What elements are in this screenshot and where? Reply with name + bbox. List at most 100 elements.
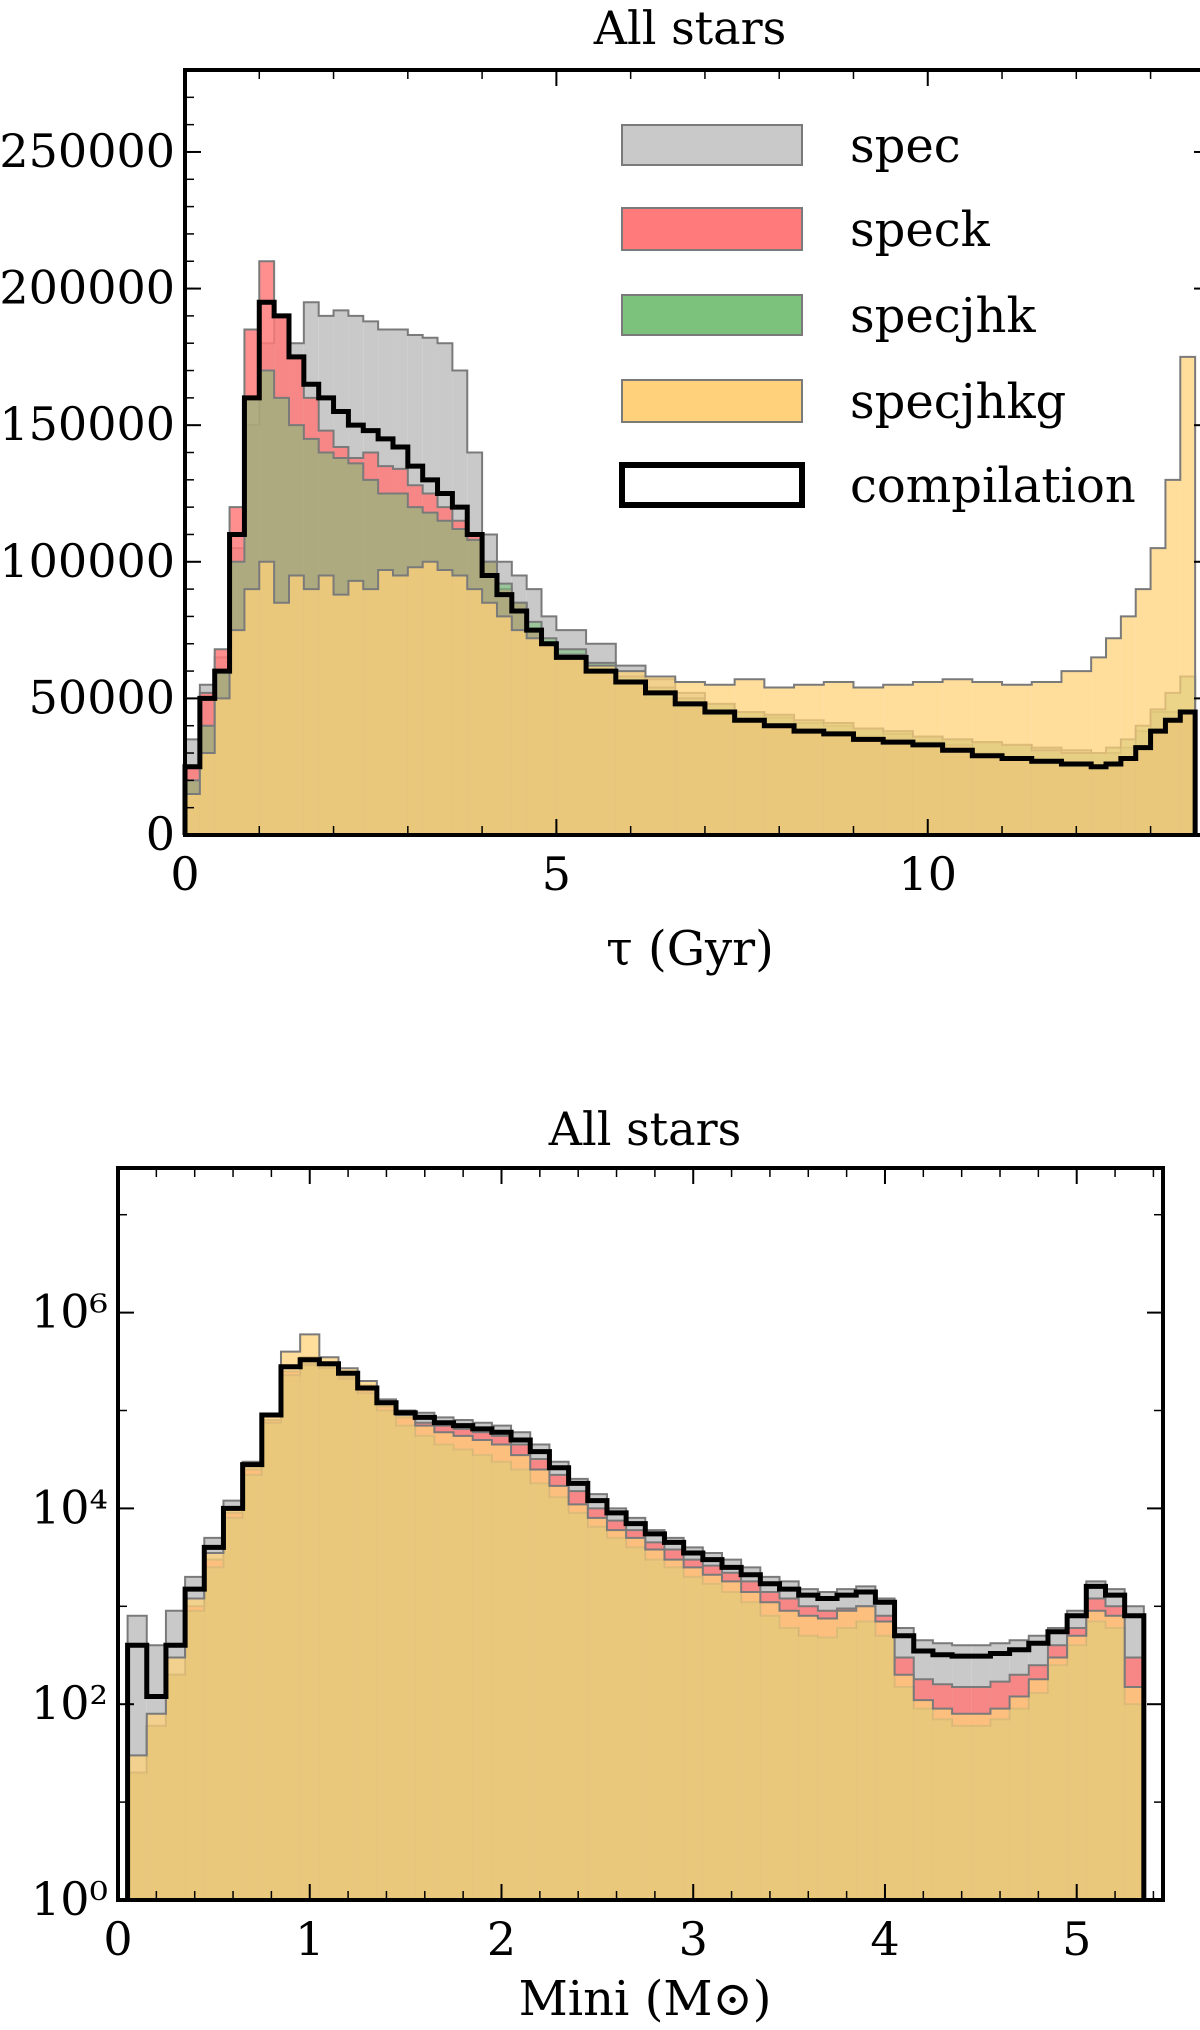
- outline-specjhkg: [126, 1333, 1145, 1900]
- bar-specjhkg: [1028, 1679, 1048, 1900]
- bar-specjhkg: [1180, 356, 1196, 835]
- ytick-label: 50000: [29, 670, 175, 724]
- line-compilation-0: [182, 299, 1198, 835]
- xtick-label: 4: [870, 1912, 899, 1966]
- legend-swatch-specjhk: [621, 294, 803, 336]
- bar-specjhkg: [645, 1549, 665, 1900]
- legend-swatch-speck: [621, 207, 803, 251]
- bar-specjhkg: [972, 682, 1003, 835]
- bar-specjhkg: [437, 569, 453, 835]
- bar-specjhkg: [549, 1485, 569, 1900]
- bar-specjhkg: [1047, 1657, 1068, 1900]
- ytick-label: 10⁰: [31, 1872, 108, 1926]
- bar-specjhkg: [378, 569, 393, 835]
- mass-histograms: [125, 1333, 1147, 1900]
- xtick-label: 5: [1062, 1912, 1091, 1966]
- bar-specjhkg: [837, 1610, 857, 1900]
- bar-specjhkg: [856, 1606, 876, 1900]
- legend-label-specjhkg: specjhkg: [850, 374, 1066, 430]
- hist-specjhkg-1: [126, 1333, 1145, 1900]
- bar-specjhkg: [721, 1581, 742, 1900]
- bar-specjhkg: [760, 1602, 780, 1900]
- bar-specjhkg: [990, 1708, 1010, 1900]
- bar-specjhkg: [894, 1674, 914, 1900]
- xtick-label: 10: [898, 847, 957, 901]
- bar-specjhkg: [422, 561, 438, 835]
- bar-specjhkg: [407, 567, 423, 835]
- mass-ticks: 0 1 2 3 4 5 10⁰ 10² 10⁴ 10⁶: [31, 1168, 1163, 1966]
- mass-xlabel: Mini (M⊙): [519, 1971, 772, 2027]
- title-mass: All stars: [548, 1102, 741, 1156]
- bar-specjhkg: [185, 1598, 205, 1900]
- bar-specjhkg: [376, 1399, 397, 1900]
- bar-specjhkg: [853, 687, 884, 835]
- bar-specjhkg: [764, 687, 795, 835]
- bar-specjhkg: [229, 630, 245, 835]
- bar-specjhkg: [274, 602, 289, 835]
- bar-specjhkg: [741, 1591, 761, 1900]
- legend-label-speck: speck: [850, 202, 991, 258]
- age-xlabel: τ (Gyr): [606, 921, 774, 977]
- xtick-label: 0: [170, 847, 199, 901]
- bar-specjhkg: [511, 1455, 531, 1900]
- bar-specjhkg: [333, 594, 349, 835]
- bar-specjhkg: [556, 654, 587, 835]
- bar-specjhkg: [1061, 671, 1092, 835]
- xtick-label: 1: [295, 1912, 324, 1966]
- legend-label-spec: spec: [850, 118, 961, 174]
- bar-specjhkg: [244, 589, 260, 835]
- bar-specjhkg: [606, 1530, 627, 1900]
- ytick-label: 10⁶: [31, 1285, 108, 1339]
- bar-specjhkg: [526, 638, 542, 835]
- ytick-label: 10²: [31, 1676, 108, 1730]
- bar-specjhkg: [932, 1708, 953, 1900]
- bar-specjhkg: [261, 1414, 281, 1900]
- bar-specjhkg: [467, 589, 483, 835]
- age-histograms: [182, 260, 1198, 836]
- bar-specjhkg: [415, 1425, 435, 1900]
- bar-specjhkg: [185, 794, 200, 835]
- bar-specjhkg: [675, 682, 705, 835]
- bar-specjhkg: [357, 1381, 377, 1900]
- panel-mass: All stars 0 1 2 3 4 5 10⁰ 10² 10⁴ 10⁶ Mini (M⊙): [31, 1102, 1165, 2027]
- bar-specjhkg: [779, 1610, 799, 1900]
- bar-specjhkg: [875, 1621, 895, 1900]
- mass-axes-frame: [116, 1166, 1165, 1902]
- ytick-label: 0: [146, 807, 175, 861]
- bar-specjhkg: [971, 1713, 991, 1900]
- bar-specjhkg: [199, 753, 215, 835]
- legend-label-specjhk: specjhk: [850, 288, 1036, 344]
- bar-specjhkg: [1120, 616, 1136, 835]
- bar-specjhkg: [392, 575, 408, 835]
- bar-specjhkg: [288, 575, 304, 835]
- bar-specjhkg: [223, 1508, 243, 1900]
- bar-specjhkg: [280, 1351, 301, 1900]
- bar-specjhkg: [664, 1559, 684, 1900]
- bar-specjhkg: [496, 616, 512, 835]
- bar-specjhkg: [912, 682, 943, 835]
- bar-specjhkg: [319, 1357, 339, 1900]
- bar-specjhkg: [1091, 657, 1107, 835]
- xtick-label: 0: [103, 1912, 132, 1966]
- bar-specjhkg: [568, 1504, 588, 1900]
- bar-specjhkg: [396, 1414, 416, 1900]
- bar-specjhkg: [303, 589, 319, 835]
- bar-specjhkg: [587, 1517, 607, 1900]
- age-ticks: 0 5 10 0 50000 100000 150000 200000 250000: [0, 69, 1200, 901]
- ytick-label: 150000: [0, 397, 175, 451]
- bar-specjhkg: [348, 580, 364, 835]
- bar-specjhkg: [530, 1469, 550, 1900]
- bar-specjhkg: [214, 698, 230, 835]
- bar-specjhkg: [702, 1574, 722, 1900]
- bar-specjhkg: [1135, 589, 1151, 835]
- legend-swatch-specjhkg: [621, 379, 803, 423]
- bar-specjhkg: [615, 671, 646, 835]
- legend-label-compilation: compilation: [850, 458, 1136, 514]
- bar-specjhkg: [146, 1713, 166, 1900]
- bar-specjhkg: [626, 1537, 646, 1900]
- bar-specjhkg: [1009, 1696, 1029, 1900]
- panel-age: All stars 0 5 10 0 50000 100000 150000 200000 25…: [0, 1, 1200, 977]
- xtick-label: 2: [487, 1912, 516, 1966]
- bar-specjhkg: [734, 679, 765, 835]
- bar-specjhkg: [1124, 1686, 1144, 1900]
